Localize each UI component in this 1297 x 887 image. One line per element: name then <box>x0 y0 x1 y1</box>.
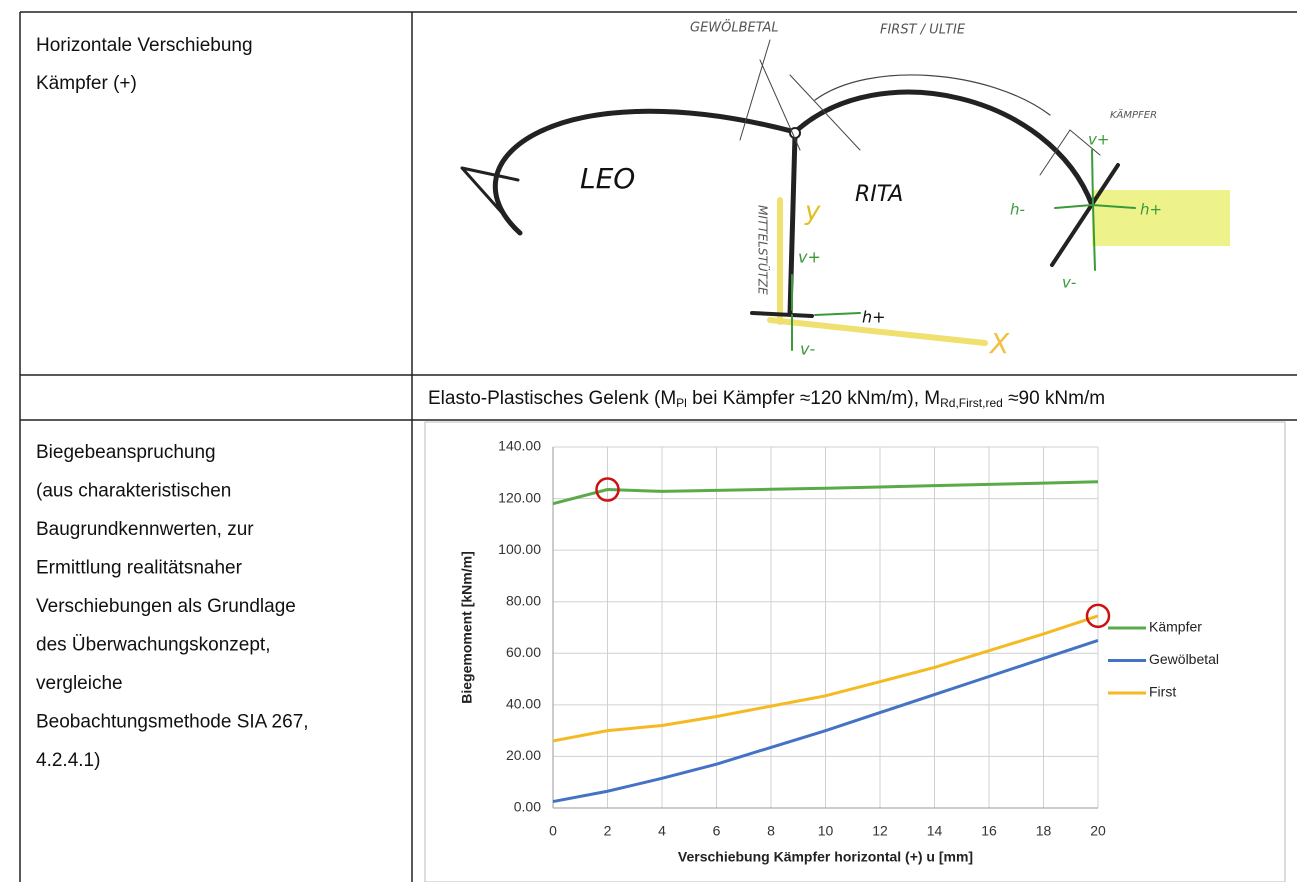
sketch-label: v+ <box>1088 131 1109 149</box>
legend-label: First <box>1149 684 1176 700</box>
sketch-label: X <box>988 327 1010 360</box>
series-line <box>552 480 1099 506</box>
caption: Elasto-Plastisches Gelenk (MPl bei Kämpf… <box>428 388 1105 410</box>
y-tick-label: 0.00 <box>514 799 541 815</box>
highlight-circle <box>1085 603 1111 629</box>
highlight-circle <box>595 477 620 502</box>
caption-part: bei Kämpfer ≈120 kNm/m), M <box>687 388 940 409</box>
x-tick-label: 10 <box>818 823 834 839</box>
x-tick-label: 2 <box>604 823 612 839</box>
cell-text: des Überwachungskonzept, <box>36 635 270 656</box>
sketch-label: h- <box>1010 201 1025 219</box>
cell-text: Horizontale Verschiebung <box>36 35 253 56</box>
caption-subscript: Rd,First,red <box>940 396 1003 410</box>
y-tick-label: 80.00 <box>506 592 541 608</box>
cell-text: Ermittlung realitätsnaher <box>36 558 243 579</box>
y-tick-label: 120.00 <box>498 489 541 505</box>
sketch-label: v+ <box>798 248 821 267</box>
y-tick-label: 140.00 <box>498 438 541 454</box>
cell-text: vergleiche <box>36 673 123 694</box>
x-tick-label: 6 <box>713 823 721 839</box>
caption-part: Elasto-Plastisches Gelenk (M <box>428 388 676 409</box>
legend-label: Gewölbetal <box>1149 651 1219 667</box>
sketch-label: h+ <box>1140 201 1162 219</box>
caption-part: ≈90 kNm/m <box>1003 388 1105 409</box>
sketch-label: h+ <box>862 308 886 327</box>
table-frame <box>19 11 1297 882</box>
cell-text: Kämpfer (+) <box>36 73 137 94</box>
series-line <box>552 614 1099 743</box>
cell-text: Beobachtungsmethode SIA 267, <box>36 712 309 733</box>
sketch-label: LEO <box>580 162 635 195</box>
x-tick-label: 12 <box>872 823 888 839</box>
cell-text: (aus charakteristischen <box>36 481 231 502</box>
x-tick-label: 16 <box>981 823 997 839</box>
sketch <box>460 39 1230 351</box>
series-line <box>552 638 1099 804</box>
sketch-label: GEWÖLBETAL <box>690 19 779 36</box>
x-tick-label: 8 <box>767 823 775 839</box>
sketch-label: KÄMPFER <box>1110 108 1157 121</box>
y-tick-label: 20.00 <box>506 747 541 763</box>
sketch-label: RITA <box>855 182 903 207</box>
cell-text: 4.2.4.1) <box>36 750 100 771</box>
y-tick-label: 60.00 <box>506 644 541 660</box>
x-tick-label: 14 <box>927 823 943 839</box>
cell-text: Verschiebungen als Grundlage <box>36 596 296 617</box>
sketch-label: MITTELSTÜTZE <box>756 205 772 295</box>
x-tick-label: 4 <box>658 823 666 839</box>
legend-label: Kämpfer <box>1149 619 1202 635</box>
x-axis-label: Verschiebung Kämpfer horizontal (+) u [m… <box>678 849 973 865</box>
x-tick-label: 20 <box>1090 823 1106 839</box>
sketch-label: FIRST / ULTIE <box>880 23 966 38</box>
y-axis-label: Biegemoment [kNm/m] <box>459 551 475 703</box>
x-tick-label: 18 <box>1036 823 1052 839</box>
caption-subscript: Pl <box>676 396 687 410</box>
x-tick-label: 0 <box>549 823 557 839</box>
sketch-label: y <box>804 197 821 227</box>
sketch-label: v- <box>1062 274 1076 292</box>
chart: 0.00 20.00 40.00 60.00 80.00 100.00 120.00 140.… <box>424 421 1286 883</box>
sketch-label: v- <box>800 340 815 359</box>
y-tick-label: 100.00 <box>498 541 541 557</box>
y-tick-label: 40.00 <box>506 696 541 712</box>
cell-text: Biegebeanspruchung <box>36 442 216 463</box>
cell-text: Baugrundkennwerten, zur <box>36 519 254 540</box>
